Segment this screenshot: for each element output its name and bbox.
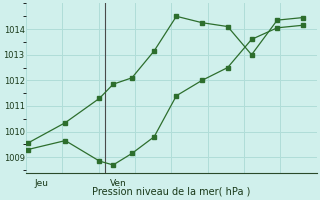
Text: Ven: Ven [110, 179, 126, 188]
Text: Jeu: Jeu [35, 179, 49, 188]
X-axis label: Pression niveau de la mer( hPa ): Pression niveau de la mer( hPa ) [92, 187, 251, 197]
